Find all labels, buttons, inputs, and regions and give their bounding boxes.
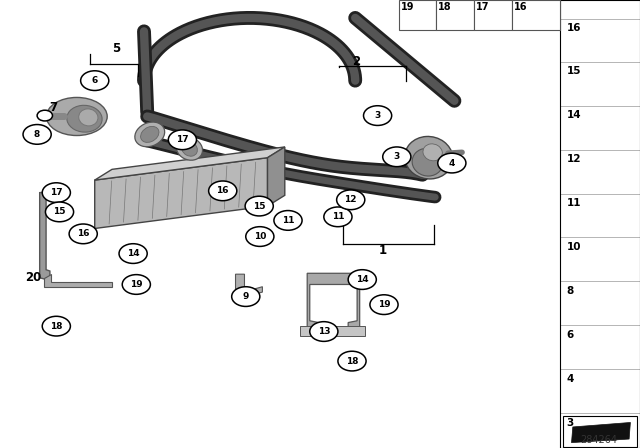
- Bar: [399, 0, 436, 30]
- Text: 6: 6: [566, 330, 573, 340]
- Text: 15: 15: [253, 202, 266, 211]
- Text: 14: 14: [127, 249, 140, 258]
- Ellipse shape: [135, 122, 164, 147]
- Circle shape: [245, 196, 273, 216]
- Text: 19: 19: [401, 2, 414, 12]
- Circle shape: [348, 270, 376, 289]
- Ellipse shape: [423, 144, 442, 161]
- Text: 11: 11: [332, 212, 344, 221]
- Text: 14: 14: [356, 275, 369, 284]
- Polygon shape: [307, 273, 360, 332]
- Circle shape: [232, 287, 260, 306]
- Text: 8: 8: [566, 286, 573, 296]
- Polygon shape: [236, 274, 262, 296]
- Circle shape: [274, 211, 302, 230]
- Circle shape: [168, 130, 196, 150]
- Text: 5: 5: [113, 42, 120, 55]
- Circle shape: [42, 183, 70, 202]
- Circle shape: [209, 181, 237, 201]
- Circle shape: [310, 322, 338, 341]
- Text: 20: 20: [25, 271, 42, 284]
- Circle shape: [370, 295, 398, 314]
- Text: 3: 3: [374, 111, 381, 120]
- Text: 12: 12: [566, 154, 581, 164]
- Ellipse shape: [141, 126, 159, 142]
- Text: 15: 15: [53, 207, 66, 216]
- Circle shape: [324, 207, 352, 227]
- Text: 16: 16: [566, 23, 581, 33]
- Circle shape: [338, 351, 366, 371]
- Text: 19: 19: [130, 280, 143, 289]
- Bar: [436, 0, 474, 30]
- Polygon shape: [572, 422, 630, 443]
- Text: 17: 17: [50, 188, 63, 197]
- Bar: [474, 0, 512, 30]
- Polygon shape: [95, 158, 268, 228]
- Circle shape: [246, 227, 274, 246]
- Polygon shape: [95, 147, 285, 180]
- Circle shape: [45, 202, 74, 222]
- Ellipse shape: [182, 141, 197, 156]
- Text: 18: 18: [50, 322, 63, 331]
- Text: 1: 1: [379, 244, 387, 258]
- Text: 10: 10: [253, 232, 266, 241]
- Text: 19: 19: [378, 300, 390, 309]
- Text: 18: 18: [438, 2, 452, 12]
- Bar: [563, 416, 637, 447]
- Text: 4: 4: [566, 374, 574, 383]
- Text: 2: 2: [352, 55, 360, 69]
- Circle shape: [42, 316, 70, 336]
- Ellipse shape: [79, 109, 98, 126]
- Text: 16: 16: [216, 186, 229, 195]
- Text: 17: 17: [176, 135, 189, 144]
- Circle shape: [37, 110, 52, 121]
- Text: 15: 15: [566, 66, 581, 76]
- Text: 12: 12: [344, 195, 357, 204]
- Ellipse shape: [177, 137, 202, 160]
- Text: 10: 10: [566, 242, 581, 252]
- Text: 3: 3: [566, 418, 573, 427]
- Text: 16: 16: [514, 2, 527, 12]
- Text: 4: 4: [449, 159, 455, 168]
- Circle shape: [119, 244, 147, 263]
- Text: 6: 6: [92, 76, 98, 85]
- Bar: [512, 0, 560, 30]
- Circle shape: [364, 106, 392, 125]
- Circle shape: [81, 71, 109, 90]
- Ellipse shape: [67, 105, 102, 132]
- Circle shape: [438, 153, 466, 173]
- Text: 284264: 284264: [580, 435, 617, 445]
- Text: 16: 16: [77, 229, 90, 238]
- Text: 11: 11: [282, 216, 294, 225]
- Circle shape: [337, 190, 365, 210]
- Text: 17: 17: [476, 2, 490, 12]
- Polygon shape: [40, 190, 64, 280]
- Text: 3: 3: [394, 152, 400, 161]
- Polygon shape: [268, 147, 285, 206]
- Circle shape: [69, 224, 97, 244]
- Text: 18: 18: [346, 357, 358, 366]
- Polygon shape: [300, 326, 365, 336]
- Polygon shape: [44, 274, 112, 287]
- Text: 9: 9: [243, 292, 249, 301]
- Text: 8: 8: [34, 130, 40, 139]
- Text: 11: 11: [566, 198, 581, 208]
- Circle shape: [122, 275, 150, 294]
- Circle shape: [23, 125, 51, 144]
- Ellipse shape: [46, 97, 107, 135]
- Text: 14: 14: [566, 110, 581, 120]
- Ellipse shape: [412, 148, 443, 176]
- Text: 13: 13: [317, 327, 330, 336]
- Circle shape: [383, 147, 411, 167]
- Ellipse shape: [404, 137, 453, 179]
- Text: 7: 7: [49, 101, 57, 114]
